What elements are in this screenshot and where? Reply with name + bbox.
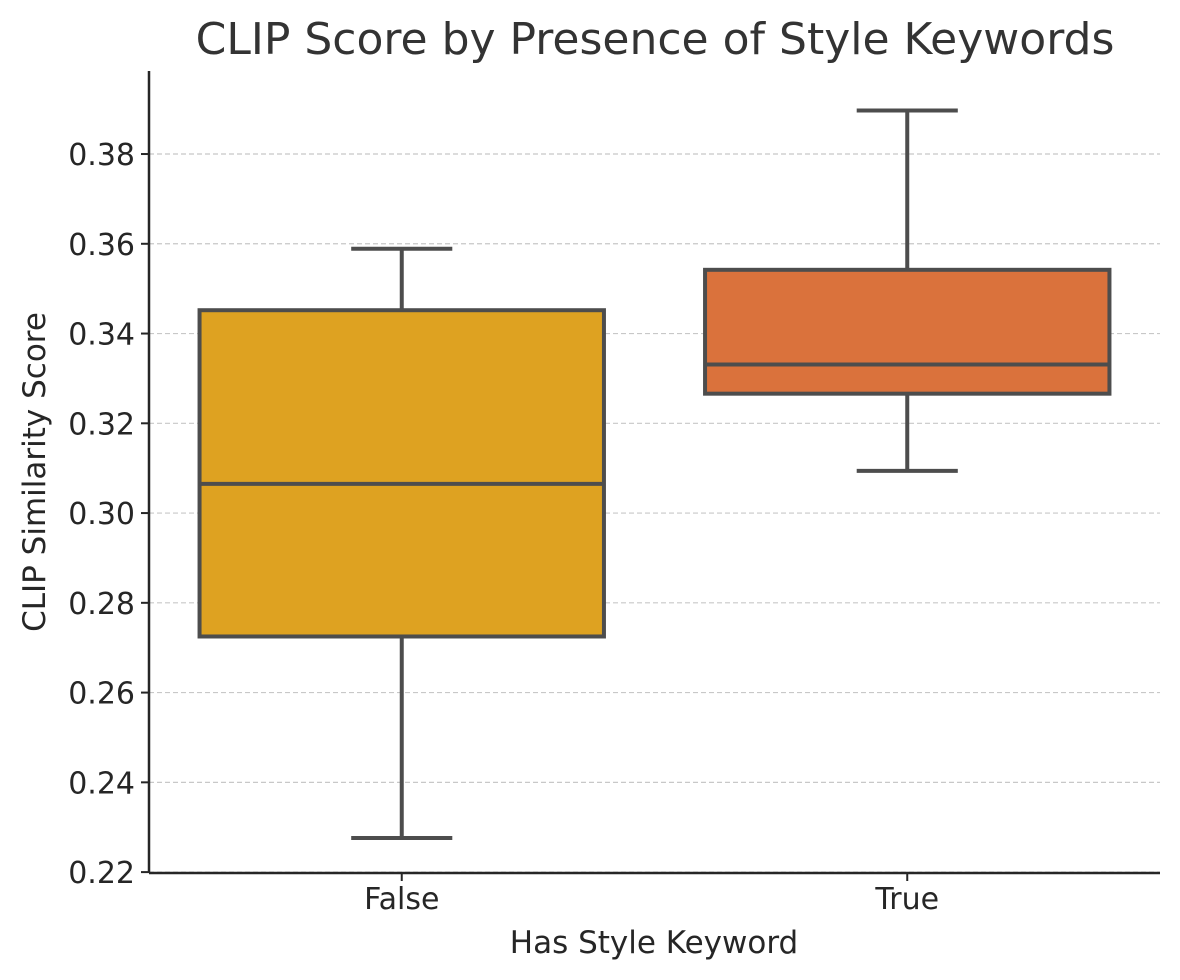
box-true: [703, 108, 1112, 473]
y-tick-label: 0.26: [68, 677, 135, 712]
y-tick-label: 0.34: [68, 318, 135, 353]
chart-title: CLIP Score by Presence of Style Keywords: [196, 14, 1115, 65]
box-iqr: [197, 308, 606, 639]
y-axis-title: CLIP Similarity Score: [17, 312, 53, 632]
x-tick-label: True: [874, 882, 939, 917]
y-tick-label: 0.22: [68, 856, 135, 891]
y-tick-label: 0.30: [68, 497, 135, 532]
x-axis-title: Has Style Keyword: [510, 925, 798, 961]
box-false: [197, 246, 606, 840]
y-tick-label: 0.24: [68, 766, 135, 801]
tick-layer: 0.22 0.24 0.26 0.28 0.30 0.32 0.34 0.36 0.38 Fals…: [68, 138, 939, 917]
axis-layer: [147, 71, 1160, 875]
y-tick-label: 0.32: [68, 407, 135, 442]
y-tick-label: 0.38: [68, 138, 135, 173]
box-layer: [197, 108, 1112, 840]
x-tick-label: False: [364, 882, 439, 917]
box-iqr: [703, 267, 1112, 396]
y-tick-label: 0.36: [68, 228, 135, 263]
y-tick-label: 0.28: [68, 587, 135, 622]
